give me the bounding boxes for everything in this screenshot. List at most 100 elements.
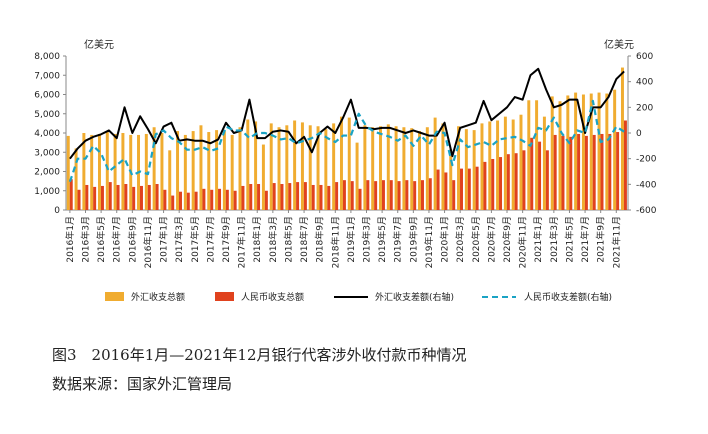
bar-fx-total — [285, 125, 289, 210]
bar-fx-total — [261, 144, 265, 210]
bar-rmb-total — [514, 153, 518, 210]
bar-fx-total — [144, 133, 148, 210]
bar-rmb-total — [374, 181, 378, 211]
bar-rmb-total — [249, 184, 253, 210]
bar-rmb-total — [506, 154, 510, 210]
bar-rmb-total — [467, 168, 471, 210]
bar-rmb-total — [569, 136, 573, 210]
bar-rmb-total — [108, 182, 112, 210]
bar-rmb-total — [218, 188, 222, 210]
bar-rmb-total — [538, 141, 542, 210]
right-tick-label: 400 — [636, 78, 653, 88]
line-fx-balance — [69, 67, 625, 160]
bar-fx-total — [433, 117, 437, 210]
bar-rmb-total — [491, 158, 495, 210]
bar-rmb-total — [163, 189, 167, 210]
x-tick-label: 2018年3月 — [267, 216, 279, 263]
x-tick-label: 2017年7月 — [204, 216, 216, 263]
bar-fx-total — [339, 116, 343, 210]
bar-fx-total — [542, 116, 546, 210]
left-tick-label: 5,000 — [34, 110, 60, 120]
bar-fx-total — [98, 133, 101, 210]
bar-rmb-total — [155, 184, 159, 210]
bar-rmb-total — [452, 180, 456, 210]
left-tick-label: 8,000 — [34, 52, 60, 62]
bar-rmb-total — [93, 186, 97, 210]
bar-rmb-total — [132, 186, 136, 210]
bar-rmb-total — [116, 184, 120, 210]
bar-fx-total — [215, 130, 219, 210]
bar-fx-total — [254, 121, 258, 210]
bar-fx-total — [449, 149, 453, 210]
x-tick-label: 2016年7月 — [111, 216, 123, 263]
bar-fx-total — [355, 142, 359, 211]
bar-fx-total — [402, 127, 406, 210]
legend: 外汇收支总额 人民币收支总额 外汇收支差额(右轴) 人民币收支差额(右轴) — [105, 291, 612, 303]
left-tick-label: 3,000 — [34, 148, 60, 158]
right-tick-label: -400 — [636, 180, 657, 190]
bar-fx-total — [511, 119, 515, 210]
bar-fx-total — [238, 127, 242, 210]
legend-label-rmb-total: 人民币收支总额 — [241, 291, 304, 303]
x-tick-label: 2019年1月 — [345, 216, 357, 263]
bar-fx-total — [535, 100, 539, 210]
x-tick-label: 2017年11月 — [236, 216, 248, 268]
x-tick-label: 2018年11月 — [329, 216, 341, 268]
bar-rmb-total — [405, 180, 409, 210]
x-tick-label: 2019年5月 — [376, 216, 388, 263]
bar-fx-total — [605, 93, 609, 210]
x-tick-label: 2021年11月 — [610, 216, 622, 268]
bar-rmb-total — [608, 133, 612, 210]
bar-rmb-total — [413, 181, 417, 211]
bar-rmb-total — [561, 135, 565, 210]
bar-rmb-total — [381, 180, 385, 210]
bar-fx-total — [347, 117, 351, 210]
x-tick-label: 2020年1月 — [439, 216, 451, 263]
bar-rmb-total — [475, 166, 479, 210]
left-tick-label: 2,000 — [34, 168, 60, 178]
x-tick-label: 2021年1月 — [532, 216, 544, 263]
bar-rmb-total — [592, 134, 596, 210]
x-tick-label: 2021年7月 — [579, 216, 591, 263]
x-tick-label: 2020年11月 — [517, 216, 529, 268]
bar-fx-total — [113, 133, 117, 210]
bar-rmb-total — [186, 192, 190, 210]
bar-fx-total — [425, 127, 429, 210]
bar-rmb-total — [140, 185, 143, 210]
bar-fx-total — [269, 123, 273, 211]
bar-fx-total — [230, 134, 234, 210]
figure-caption: 图3 2016年1月—2021年12月银行代客涉外收付款币种情况 — [52, 346, 467, 364]
bar-rmb-total — [272, 183, 276, 210]
x-tick-label: 2018年1月 — [251, 216, 263, 263]
bar-fx-total — [363, 125, 367, 210]
bar-fx-total — [589, 93, 593, 210]
x-tick-label: 2018年5月 — [282, 216, 294, 263]
x-tick-label: 2016年11月 — [142, 216, 154, 268]
x-tick-label: 2018年9月 — [314, 216, 326, 263]
bar-rmb-total — [623, 120, 627, 210]
bar-rmb-total — [553, 134, 557, 210]
bar-fx-total — [277, 127, 281, 210]
bar-rmb-total — [288, 183, 292, 210]
bar-fx-total — [74, 148, 78, 210]
right-tick-label: 0 — [636, 129, 642, 139]
bar-fx-total — [488, 121, 492, 210]
bar-rmb-total — [225, 189, 229, 210]
x-tick-label: 2020年5月 — [470, 216, 482, 263]
right-tick-label: -200 — [636, 155, 657, 165]
bar-rmb-total — [303, 182, 307, 210]
bar-rmb-total — [428, 178, 432, 210]
bar-fx-total — [410, 128, 414, 210]
line-rmb-balance — [68, 99, 625, 183]
bar-fx-total — [597, 92, 601, 210]
right-unit-label: 亿美元 — [604, 38, 634, 51]
bar-rmb-total — [241, 185, 245, 210]
x-tick-label: 2017年3月 — [173, 216, 185, 263]
x-tick-label: 2020年7月 — [485, 216, 497, 263]
bar-rmb-total — [366, 180, 370, 210]
x-tick-label: 2016年3月 — [80, 216, 92, 263]
bar-fx-total — [379, 126, 382, 210]
x-tick-label: 2019年11月 — [423, 216, 435, 268]
bar-fx-total — [90, 134, 94, 210]
bar-rmb-total — [280, 184, 284, 210]
